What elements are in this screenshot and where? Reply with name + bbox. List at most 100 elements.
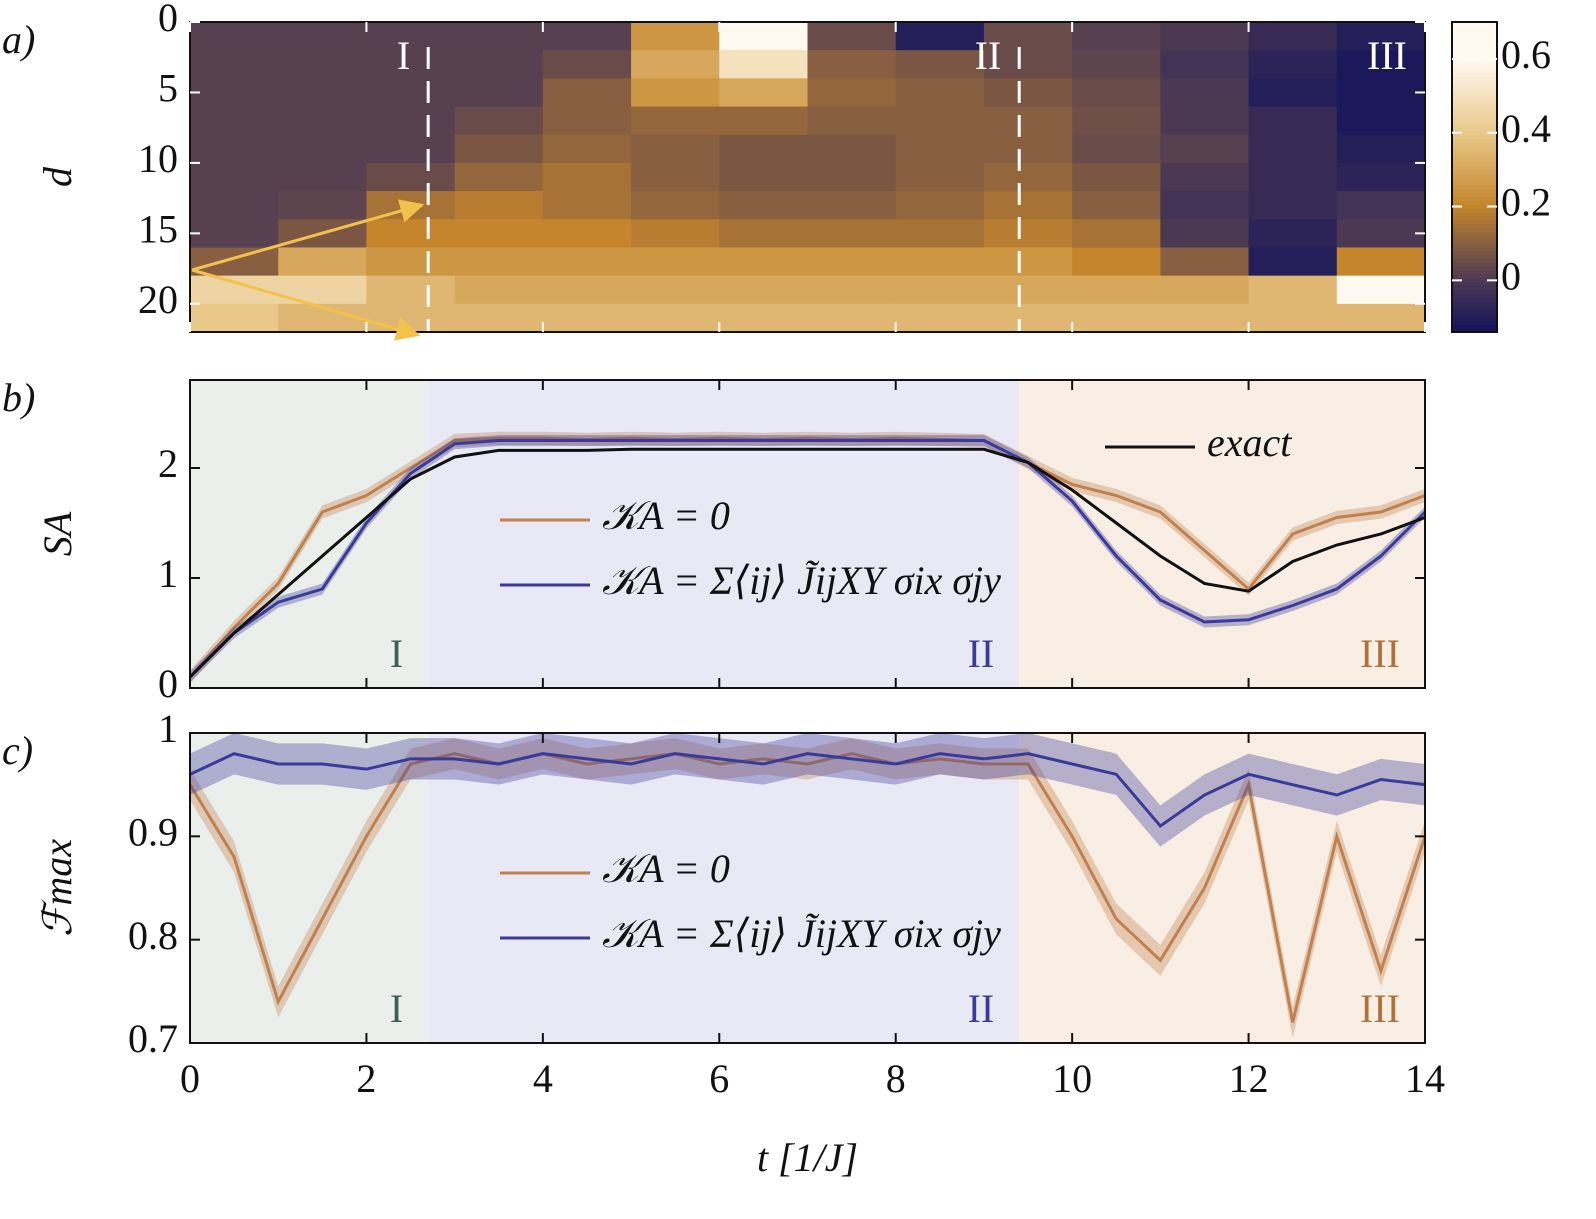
region-shade (190, 733, 429, 1043)
legend-label: 𝒦A = 0 (602, 846, 730, 891)
heat-cell (190, 106, 279, 136)
heat-cell (366, 219, 456, 249)
heat-cell (983, 247, 1073, 277)
heat-cell (807, 303, 897, 333)
colorbar-tick-label: 0 (1501, 254, 1521, 299)
region-label: III (1367, 33, 1407, 78)
colorbar-step (1452, 107, 1497, 112)
x-tick-label: 14 (1405, 1056, 1445, 1101)
heat-cell (631, 275, 720, 305)
heat-cell (895, 50, 985, 79)
colorbar-step (1452, 204, 1497, 209)
colorbar-step (1452, 115, 1497, 120)
heat-cell (542, 134, 632, 164)
y-axis-label: ℱmax (35, 839, 80, 937)
heat-cell (895, 162, 985, 192)
heat-cell (1248, 219, 1338, 249)
colorbar-step (1452, 149, 1497, 155)
heat-cell (1072, 22, 1161, 51)
error-band (190, 733, 1425, 847)
heat-cell (631, 247, 720, 277)
colorbar-step (1452, 297, 1497, 302)
colorbar-step (1452, 41, 1497, 46)
y-tick-label: 1 (158, 551, 178, 596)
colorbar-step (1452, 281, 1497, 287)
heat-cell (1072, 275, 1161, 305)
heat-cell (454, 219, 544, 249)
heat-cell (983, 78, 1073, 108)
region-label: II (968, 986, 995, 1031)
colorbar-step (1452, 87, 1497, 93)
heat-cell (1248, 303, 1338, 333)
heat-cell (454, 78, 544, 108)
heat-cell (366, 134, 456, 164)
heat-cell (1160, 303, 1250, 333)
region-shade (428, 733, 1020, 1043)
colorbar-step (1452, 211, 1497, 217)
heat-cell (719, 275, 809, 305)
colorbar-step (1452, 316, 1497, 321)
colorbar-step (1452, 72, 1497, 77)
colorbar-step (1452, 111, 1497, 116)
heat-cell (719, 78, 809, 108)
heat-cell (278, 247, 368, 277)
colorbar-step (1452, 200, 1497, 205)
heat-cell (190, 50, 279, 79)
heat-cell (1336, 247, 1426, 277)
y-tick-label: 1 (158, 706, 178, 751)
heat-cell (454, 134, 544, 164)
heat-cell (895, 247, 985, 277)
colorbar-step (1452, 231, 1497, 236)
colorbar-step (1452, 208, 1497, 213)
heat-cell (807, 162, 897, 192)
heat-cell (1336, 162, 1426, 192)
colorbar-step (1452, 254, 1497, 259)
heat-cell (807, 78, 897, 108)
heat-cell (895, 191, 985, 220)
heat-cell (1160, 275, 1250, 305)
heat-cell (366, 275, 456, 305)
heat-cell (719, 162, 809, 192)
y-tick-label: 0 (158, 0, 178, 40)
series-line (189, 752, 1426, 829)
region-label: III (1360, 631, 1400, 676)
heat-cell (454, 106, 544, 136)
y-tick-label: 20 (138, 277, 178, 322)
heat-cell (542, 22, 632, 51)
colorbar-step (1452, 45, 1497, 50)
heat-cell (1248, 247, 1338, 277)
region-label: III (1360, 986, 1400, 1031)
plot-frame (189, 379, 1426, 689)
heat-cell (1248, 275, 1338, 305)
heat-cell (631, 78, 720, 108)
heat-cell (983, 50, 1073, 79)
colorbar-step (1452, 227, 1497, 232)
colorbar-step (1452, 184, 1497, 190)
heat-cell (1160, 219, 1250, 249)
heat-cell (631, 191, 720, 220)
colorbar-step (1452, 239, 1497, 244)
heat-cell (631, 162, 720, 192)
heat-cell (983, 134, 1073, 164)
colorbar-step (1452, 320, 1497, 325)
heat-cell (1160, 22, 1250, 51)
colorbar-step (1452, 165, 1497, 170)
heat-cell (190, 162, 279, 192)
heat-cell (983, 106, 1073, 136)
colorbar-step (1452, 328, 1497, 333)
colorbar-step (1452, 242, 1497, 248)
series-line (188, 752, 1427, 1023)
heat-cell (895, 106, 985, 136)
heat-cell (190, 303, 279, 333)
colorbar-step (1452, 270, 1497, 275)
heat-cell (542, 106, 632, 136)
colorbar-step (1452, 223, 1497, 228)
heat-cell (1248, 162, 1338, 192)
y-tick-label: 2 (158, 441, 178, 486)
heat-cell (1160, 162, 1250, 192)
region-label: II (975, 33, 1002, 78)
heat-cell (1336, 22, 1426, 51)
colorbar-step (1452, 196, 1497, 201)
heat-cell (983, 162, 1073, 192)
